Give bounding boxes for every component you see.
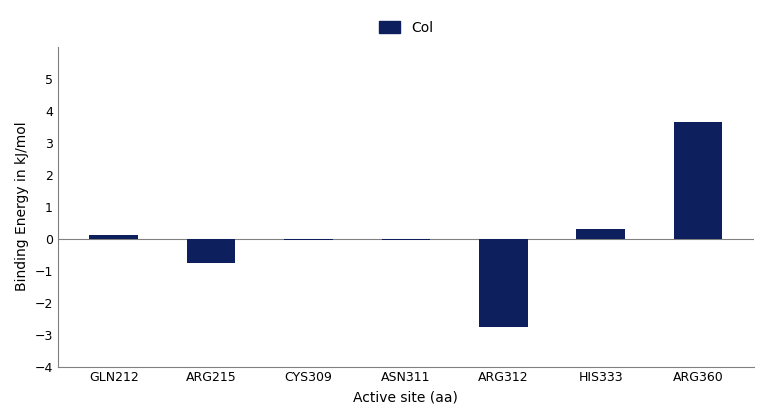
Bar — [381, 239, 430, 240]
Bar — [285, 239, 333, 240]
Y-axis label: Binding Energy in kJ/mol: Binding Energy in kJ/mol — [15, 122, 29, 292]
Bar — [89, 235, 138, 239]
Legend: Col: Col — [373, 16, 438, 41]
Bar — [674, 122, 722, 239]
Bar — [576, 229, 625, 239]
X-axis label: Active site (aa): Active site (aa) — [354, 390, 458, 404]
Bar — [187, 239, 235, 263]
Bar — [479, 239, 528, 326]
